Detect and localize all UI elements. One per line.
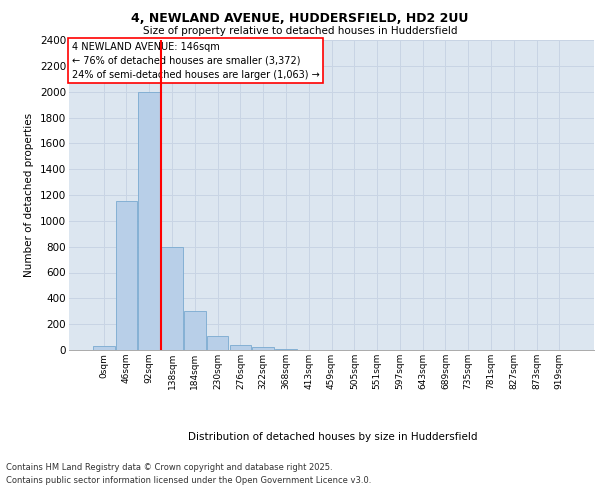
Text: Size of property relative to detached houses in Huddersfield: Size of property relative to detached ho… (143, 26, 457, 36)
Bar (116, 202, 137, 350)
Bar (139, 92, 160, 350)
Bar (275, 348, 297, 350)
Bar (253, 347, 274, 350)
Bar (207, 336, 229, 350)
Text: Contains HM Land Registry data © Crown copyright and database right 2025.: Contains HM Land Registry data © Crown c… (6, 464, 332, 472)
Text: Distribution of detached houses by size in Huddersfield: Distribution of detached houses by size … (188, 432, 478, 442)
Text: 4, NEWLAND AVENUE, HUDDERSFIELD, HD2 2UU: 4, NEWLAND AVENUE, HUDDERSFIELD, HD2 2UU (131, 12, 469, 26)
Bar (161, 246, 183, 350)
Bar (230, 345, 251, 350)
Bar (93, 346, 115, 350)
Y-axis label: Number of detached properties: Number of detached properties (25, 113, 34, 277)
Text: 4 NEWLAND AVENUE: 146sqm
← 76% of detached houses are smaller (3,372)
24% of sem: 4 NEWLAND AVENUE: 146sqm ← 76% of detach… (71, 42, 319, 80)
Text: Contains public sector information licensed under the Open Government Licence v3: Contains public sector information licen… (6, 476, 371, 485)
Bar (184, 310, 206, 350)
